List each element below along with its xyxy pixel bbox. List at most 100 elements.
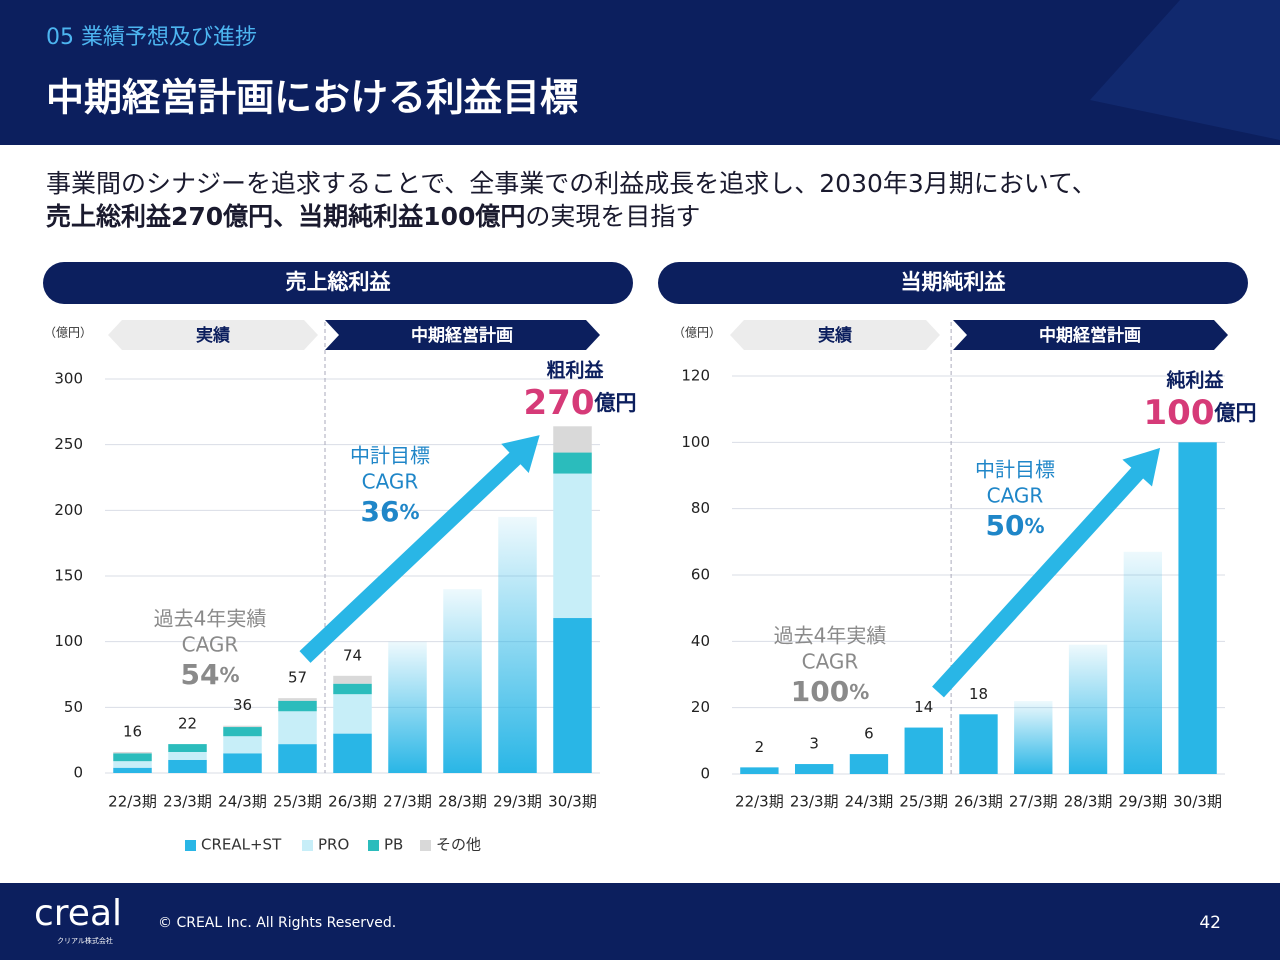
legend-label: CREAL+ST (201, 836, 282, 854)
panel-header (658, 262, 1248, 304)
past-cagr-unit: % (849, 680, 869, 704)
bar-label: 74 (343, 646, 362, 664)
x-tick-label: 23/3期 (790, 793, 839, 811)
bar (553, 452, 592, 474)
y-tick-label: 50 (64, 698, 83, 716)
phase-label: 実績 (818, 325, 853, 346)
growth-arrow (932, 447, 1161, 698)
x-tick-label: 22/3期 (108, 793, 157, 811)
logo-company: クリアル株式会社 (57, 936, 113, 945)
past-cagr-line: 過去4年実績 (774, 624, 887, 648)
bar (113, 753, 152, 762)
phase-plan (953, 320, 1228, 350)
lead-rest: の実現を目指す (525, 202, 700, 231)
bar (223, 753, 262, 773)
copyright: © CREAL Inc. All Rights Reserved. (158, 915, 396, 931)
legend-swatch (185, 840, 196, 851)
x-tick-label: 27/3期 (1009, 793, 1058, 811)
bar (333, 733, 372, 773)
bar (223, 736, 262, 754)
past-cagr-number: 54 (180, 658, 219, 691)
target-label: 粗利益 (546, 359, 604, 382)
x-tick-label: 27/3期 (383, 793, 432, 811)
bar (333, 694, 372, 734)
bar-label: 3 (809, 735, 819, 753)
y-tick-label: 250 (54, 435, 83, 453)
y-tick-label: 80 (691, 499, 710, 517)
bar (740, 767, 779, 774)
bar-label: 16 (123, 722, 142, 740)
x-tick-label: 30/3期 (1173, 793, 1222, 811)
plan-cagr-line: 中計目標 (975, 458, 1055, 482)
panel-header (43, 262, 633, 304)
legend-label: PB (384, 836, 403, 854)
plan-cagr-unit: % (1024, 514, 1044, 538)
y-tick-label: 100 (54, 632, 83, 650)
x-tick-label: 28/3期 (438, 793, 487, 811)
bar (849, 754, 889, 774)
bar-label: 2 (755, 738, 765, 756)
y-tick-label: 0 (700, 765, 710, 783)
bar (1068, 644, 1108, 774)
target-number: 270 (524, 383, 595, 423)
past-cagr-value: 100% (791, 675, 870, 708)
bar (553, 426, 592, 453)
legend-label: PRO (318, 836, 349, 854)
phase-label: 中期経営計画 (411, 325, 513, 346)
plan-cagr-unit: % (399, 500, 419, 524)
x-tick-label: 23/3期 (163, 793, 212, 811)
target-unit: 億円 (593, 391, 636, 415)
plan-cagr-line: CAGR (987, 484, 1044, 508)
phase-label: 実績 (196, 325, 231, 346)
y-tick-label: 100 (681, 433, 710, 451)
bar (498, 516, 537, 773)
target-value: 270億円 (524, 383, 637, 423)
header-decoration (1090, 0, 1280, 140)
legend-swatch (302, 840, 313, 851)
page-number: 42 (1199, 913, 1221, 933)
legend-swatch (368, 840, 379, 851)
growth-arrow (299, 435, 540, 663)
bar (278, 698, 317, 701)
bar (553, 473, 592, 619)
bar (113, 761, 152, 768)
bar (904, 727, 943, 774)
bar-label: 14 (914, 698, 933, 716)
bar (113, 767, 152, 773)
bar (113, 751, 152, 754)
bar (168, 744, 207, 752)
logo: creal (34, 893, 122, 934)
bar (278, 700, 317, 712)
plan-cagr-number: 36 (360, 495, 399, 528)
panel-title: 当期純利益 (901, 270, 1007, 294)
header-band (0, 0, 1280, 145)
bar (168, 751, 207, 760)
x-tick-label: 26/3期 (328, 793, 377, 811)
section-label: 05 業績予想及び進捗 (46, 25, 257, 50)
x-tick-label: 25/3期 (899, 793, 948, 811)
page-title: 中期経営計画における利益目標 (46, 76, 578, 120)
bar (333, 675, 372, 684)
past-cagr-number: 100 (791, 675, 849, 708)
past-cagr-value: 54% (180, 658, 239, 691)
phase-actual (108, 320, 318, 350)
bar (794, 764, 834, 774)
x-tick-label: 28/3期 (1064, 793, 1113, 811)
legend-label: その他 (436, 836, 481, 854)
bar (223, 727, 262, 737)
past-cagr-unit: % (219, 663, 239, 687)
bar (223, 725, 262, 728)
phase-plan (325, 320, 600, 350)
bar (553, 618, 592, 773)
target-number: 100 (1144, 393, 1215, 433)
lead-line: 事業間のシナジーを追求することで、全事業での利益成長を追求し、2030年3月期に… (46, 169, 1097, 198)
y-tick-label: 200 (54, 501, 83, 519)
past-cagr-line: CAGR (802, 650, 859, 674)
target-unit: 億円 (1213, 401, 1256, 425)
x-tick-label: 24/3期 (845, 793, 894, 811)
plan-cagr-number: 50 (985, 509, 1024, 542)
bar (1178, 442, 1217, 774)
bar (1123, 551, 1163, 774)
x-tick-label: 29/3期 (1118, 793, 1167, 811)
